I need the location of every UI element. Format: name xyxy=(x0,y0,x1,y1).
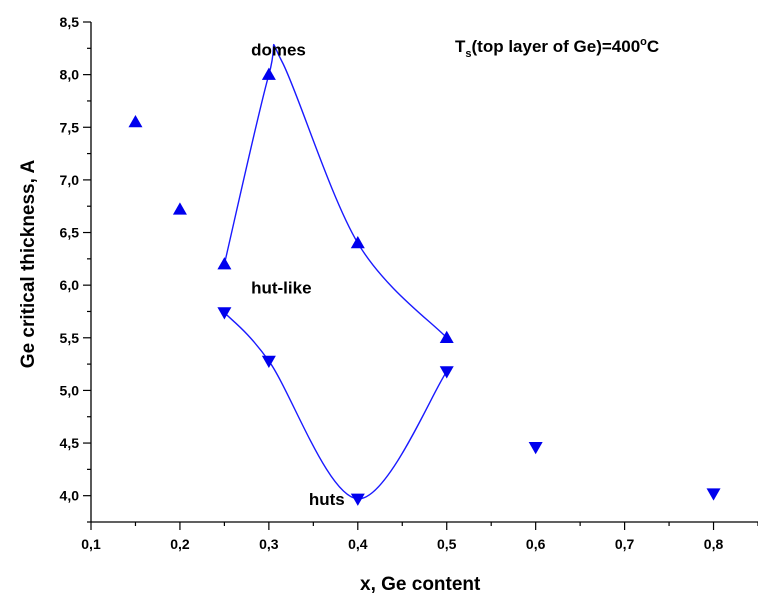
triangle-up-marker xyxy=(261,67,276,80)
y-tick-label: 6,5 xyxy=(60,225,80,241)
y-tick-label: 4,5 xyxy=(60,435,80,451)
annotation-domes: domes xyxy=(251,40,306,59)
annotations: domes hut-like huts xyxy=(251,40,345,508)
x-ticks: 0,1 0,2 0,3 0,4 0,5 0,6 0,7 0,8 xyxy=(81,522,758,552)
data-markers xyxy=(128,67,721,506)
y-tick-label: 8,5 xyxy=(60,14,80,30)
fit-curve-1 xyxy=(223,43,448,339)
title-end: C xyxy=(647,37,659,56)
chart-title: Ts(top layer of Ge)=400oC xyxy=(455,36,659,60)
fit-curves xyxy=(223,43,448,500)
triangle-down-marker xyxy=(261,355,276,368)
x-tick-label: 0,6 xyxy=(526,536,546,552)
plot-frame xyxy=(90,22,758,523)
title-subscript: s xyxy=(465,48,471,60)
y-axis-title: Ge critical thickness, A xyxy=(18,160,39,369)
y-tick-label: 7,5 xyxy=(60,119,80,135)
x-tick-label: 0,4 xyxy=(348,536,368,552)
y-tick-label: 5,0 xyxy=(60,382,80,398)
triangle-down-marker xyxy=(217,307,232,320)
x-tick-label: 0,5 xyxy=(437,536,457,552)
triangle-up-marker xyxy=(439,330,454,344)
x-tick-label: 0,1 xyxy=(81,536,101,552)
triangle-down-marker xyxy=(439,366,454,379)
annotation-huts: huts xyxy=(309,490,345,509)
x-tick-label: 0,3 xyxy=(259,536,279,552)
x-axis-title: x, Ge content xyxy=(360,574,481,594)
y-ticks: 4,0 4,5 5,0 5,5 6,0 6,5 7,0 7,5 8,0 8,5 xyxy=(60,14,91,523)
y-tick-label: 7,0 xyxy=(60,172,80,188)
triangle-up-marker xyxy=(217,257,232,270)
y-tick-label: 8,0 xyxy=(60,67,80,83)
triangle-up-marker xyxy=(128,115,143,128)
annotation-hut-like: hut-like xyxy=(251,278,311,297)
y-tick-label: 5,5 xyxy=(60,330,80,346)
triangle-down-marker xyxy=(706,488,721,501)
y-tick-label: 6,0 xyxy=(60,277,80,293)
x-tick-label: 0,7 xyxy=(615,536,635,552)
fit-curve-2 xyxy=(223,312,448,500)
triangle-up-marker xyxy=(172,202,187,215)
title-mid: (top layer of Ge)=400 xyxy=(472,37,641,56)
triangle-down-marker xyxy=(350,493,365,506)
x-tick-label: 0,8 xyxy=(704,536,724,552)
y-tick-label: 4,0 xyxy=(60,488,80,504)
triangle-down-marker xyxy=(528,442,543,455)
title-main: T xyxy=(455,37,466,56)
title-superscript: o xyxy=(640,36,647,48)
triangle-up-marker xyxy=(350,236,365,249)
x-tick-label: 0,2 xyxy=(170,536,190,552)
